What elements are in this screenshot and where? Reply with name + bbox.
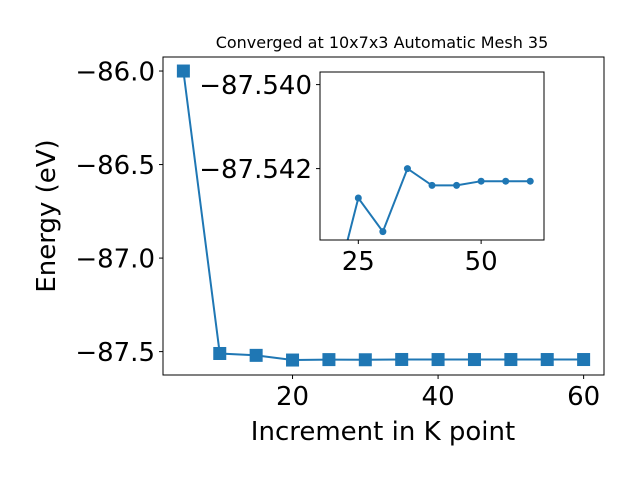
inset-y-tick-label: −87.540 bbox=[199, 71, 312, 101]
inset-data-point bbox=[403, 165, 411, 173]
inset-background bbox=[320, 72, 544, 240]
main-y-tick-label: −86.5 bbox=[75, 151, 155, 181]
inset-data-point bbox=[379, 228, 387, 236]
inset-plot-area: 25 50 −87.542 −87.540 bbox=[199, 71, 545, 277]
main-series-group bbox=[176, 64, 591, 367]
inset-x-tick-label: 50 bbox=[465, 247, 498, 277]
main-data-point bbox=[322, 353, 336, 367]
main-x-tick-label: 40 bbox=[422, 382, 455, 412]
main-data-point bbox=[577, 353, 591, 367]
inset-y-tick-label: −87.542 bbox=[199, 155, 312, 185]
main-x-ticks: 20 40 60 bbox=[276, 375, 600, 412]
x-axis-label: Increment in K point bbox=[251, 417, 515, 447]
inset-x-tick-label: 25 bbox=[342, 247, 375, 277]
main-data-point bbox=[249, 348, 263, 362]
main-x-tick-label: 20 bbox=[276, 382, 309, 412]
inset-axes-frame bbox=[319, 71, 545, 241]
main-y-ticks: −86.0 −86.5 −87.0 −87.5 bbox=[75, 57, 163, 368]
inset-data-point bbox=[477, 177, 485, 185]
inset-x-ticks: 25 50 bbox=[342, 240, 498, 277]
main-y-tick-label: −87.5 bbox=[75, 338, 155, 368]
inset-data-point bbox=[502, 177, 510, 185]
main-data-point bbox=[467, 353, 481, 367]
main-data-point bbox=[213, 346, 227, 360]
main-data-point bbox=[286, 353, 300, 367]
main-y-tick-label: −87.0 bbox=[75, 244, 155, 274]
inset-data-point bbox=[453, 181, 461, 189]
inset-data-point bbox=[526, 177, 534, 185]
main-data-point bbox=[176, 64, 190, 78]
main-data-point bbox=[504, 353, 518, 367]
main-y-tick-label: −86.0 bbox=[75, 57, 155, 87]
chart-title: Converged at 10x7x3 Automatic Mesh 35 bbox=[216, 33, 549, 52]
inset-data-point bbox=[428, 181, 436, 189]
main-axes-frame bbox=[162, 56, 605, 376]
main-x-tick-label: 60 bbox=[567, 382, 600, 412]
y-axis-label: Energy (eV) bbox=[32, 139, 62, 292]
main-data-point bbox=[431, 353, 445, 367]
inset-series-group bbox=[346, 165, 534, 240]
main-data-point bbox=[395, 352, 409, 366]
main-data-point bbox=[540, 353, 554, 367]
main-plot-area: 20 40 60 −86.0 −86.5 −87.0 −87.5 bbox=[75, 56, 605, 412]
inset-y-ticks: −87.542 −87.540 bbox=[199, 71, 320, 185]
inset-data-point bbox=[354, 194, 362, 202]
main-data-point bbox=[358, 353, 372, 367]
